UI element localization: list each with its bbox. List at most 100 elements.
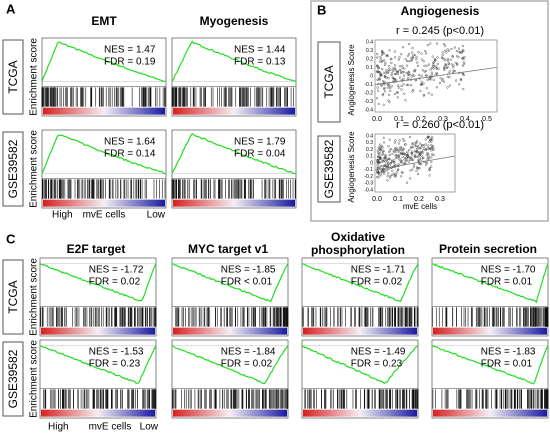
scatter-point <box>446 65 449 68</box>
scatter-point <box>432 61 435 64</box>
scatter-point <box>387 76 390 80</box>
trend-line <box>374 155 456 171</box>
y-tick-label: 0.3 <box>366 140 373 146</box>
scatter-point <box>380 53 384 56</box>
scatter-point <box>411 51 414 54</box>
fdr-value: FDR < 0.01 <box>221 277 273 288</box>
scatter-point <box>428 174 431 177</box>
scatter-point <box>388 153 391 157</box>
scatter-point <box>391 169 394 172</box>
scatter-point <box>417 159 421 162</box>
gene-set-title: Myogenesis <box>200 14 269 28</box>
scatter-point <box>425 74 428 77</box>
y-tick-label: -0.1 <box>364 82 373 88</box>
scatter-point <box>392 172 395 175</box>
scatter-point <box>396 70 400 73</box>
cohort-box <box>2 39 24 115</box>
scatter-point <box>421 69 424 72</box>
scatter-point <box>430 93 433 96</box>
scatter-point <box>413 69 416 73</box>
panel-label: B <box>317 2 326 17</box>
rank-colorbar <box>173 409 287 417</box>
scatter-point <box>396 84 400 87</box>
scatter-point <box>404 143 407 146</box>
scatter-point <box>402 138 405 141</box>
scatter-point <box>394 72 397 76</box>
scatter-point <box>379 164 382 168</box>
scatter-point <box>419 162 422 166</box>
scatter-point <box>411 47 414 50</box>
scatter-point <box>452 66 455 69</box>
scatter-point <box>380 50 384 53</box>
y-tick-label: -0.2 <box>364 174 373 180</box>
scatter-point <box>454 61 457 65</box>
scatter-point <box>411 88 415 92</box>
fdr-value: FDR = 0.04 <box>234 149 286 160</box>
scatter-point <box>420 146 423 149</box>
x-axis-label: mvE cells <box>89 422 132 433</box>
scatter-point <box>427 92 430 95</box>
scatter-point <box>391 152 394 156</box>
enrichment-curve <box>172 263 289 303</box>
y-tick-label: 0.2 <box>366 147 373 153</box>
enrichment-curve <box>171 133 296 175</box>
correlation-stat: r = 0.245 (p<0.01) <box>396 25 484 37</box>
scatter-point <box>416 64 420 67</box>
scatter-point <box>425 162 428 165</box>
scatter-point <box>462 58 465 61</box>
scatter-point <box>390 61 393 65</box>
scatter-point <box>384 61 387 64</box>
scatter-point <box>399 158 402 161</box>
scatter-point <box>434 59 437 62</box>
scatter-point <box>396 149 400 152</box>
scatter-point <box>385 54 388 58</box>
nes-value: NES = -1.83 <box>481 347 536 358</box>
scatter-point <box>383 170 386 173</box>
trend-line <box>374 66 498 86</box>
scatter-point <box>401 46 405 49</box>
rank-colorbar <box>41 409 155 417</box>
scatter-point <box>440 56 443 59</box>
scatter-point <box>462 73 465 77</box>
x-tick-label: 0.3 <box>438 116 448 123</box>
scatter-point <box>379 56 382 59</box>
scatter-point <box>420 80 423 83</box>
scatter-point <box>379 58 382 61</box>
fdr-value: FDR = 0.23 <box>89 359 141 370</box>
scatter-point <box>459 77 462 81</box>
scatter-point <box>401 66 404 69</box>
scatter-point <box>444 63 447 66</box>
scatter-point <box>418 147 421 150</box>
enrichment-curve <box>431 263 549 304</box>
scatter-point <box>393 56 397 59</box>
scatter-point <box>453 46 456 49</box>
scatter-point <box>415 56 418 59</box>
scatter-point <box>376 169 379 172</box>
scatter-point <box>405 71 408 75</box>
scatter-point <box>389 86 392 90</box>
scatter-point <box>446 57 449 61</box>
scatter-point <box>430 71 434 74</box>
scatter-point <box>390 85 393 88</box>
scatter-point <box>412 166 415 169</box>
scatter-point <box>422 82 425 85</box>
scatter-point <box>415 58 418 61</box>
scatter-point <box>405 152 408 155</box>
scatter-point <box>414 79 418 82</box>
scatter-point <box>403 67 406 70</box>
enrichment-curve <box>172 345 289 384</box>
scatter-point <box>456 63 459 66</box>
scatter-point <box>393 148 396 151</box>
scatter-point <box>417 51 420 54</box>
scatter-point <box>384 69 388 72</box>
scatter-point <box>388 93 391 96</box>
scatter-point <box>458 50 461 54</box>
scatter-point <box>419 83 423 86</box>
scatter-point <box>415 146 418 149</box>
scatter-point <box>394 78 397 81</box>
scatter-point <box>385 76 388 79</box>
scatter-point <box>436 56 439 59</box>
